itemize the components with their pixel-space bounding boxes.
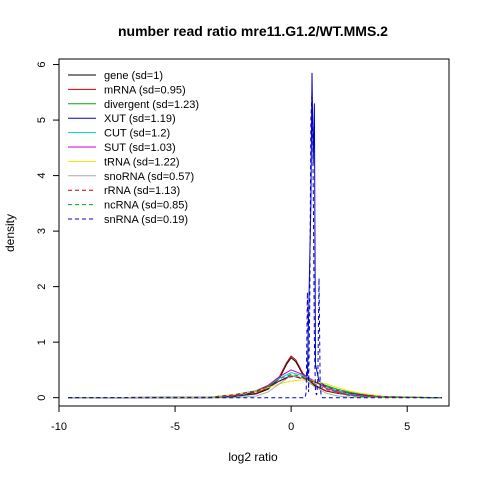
y-tick-label: 2	[36, 284, 48, 290]
legend-label: gene (sd=1)	[104, 70, 163, 82]
y-tick-label: 6	[36, 61, 48, 67]
y-axis: 0 1 2 3 4 5 6	[36, 61, 60, 401]
x-axis-label: log2 ratio	[228, 450, 278, 464]
series-layer	[68, 72, 443, 399]
legend-label: mRNA (sd=0.95)	[104, 84, 186, 96]
legend-label: snoRNA (sd=0.57)	[104, 171, 194, 183]
series-line-9	[68, 373, 443, 399]
legend-label: snRNA (sd=0.19)	[104, 214, 188, 226]
x-tick-label: 0	[288, 421, 294, 433]
legend: gene (sd=1) mRNA (sd=0.95) divergent (sd=1…	[68, 70, 199, 226]
legend-label: divergent (sd=1.23)	[104, 99, 199, 111]
y-tick-label: 1	[36, 339, 48, 345]
y-axis-label: density	[3, 214, 17, 252]
y-tick-label: 4	[36, 173, 48, 179]
series-line-8	[68, 376, 443, 399]
y-tick-label: 0	[36, 395, 48, 401]
y-tick-label: 5	[36, 117, 48, 123]
y-tick-label: 3	[36, 228, 48, 234]
x-tick-label: 5	[404, 421, 410, 433]
x-tick-label: -5	[170, 421, 180, 433]
legend-label: tRNA (sd=1.22)	[104, 156, 180, 168]
chart-title: number read ratio mre11.G1.2/WT.MMS.2	[118, 23, 388, 39]
legend-label: XUT (sd=1.19)	[104, 113, 176, 125]
legend-label: CUT (sd=1.2)	[104, 128, 170, 140]
legend-label: ncRNA (sd=0.85)	[104, 200, 188, 212]
x-tick-label: -10	[51, 421, 67, 433]
x-axis: -10 -5 0 5	[51, 405, 410, 433]
legend-label: SUT (sd=1.03)	[104, 142, 176, 154]
legend-label: rRNA (sd=1.13)	[104, 185, 180, 197]
